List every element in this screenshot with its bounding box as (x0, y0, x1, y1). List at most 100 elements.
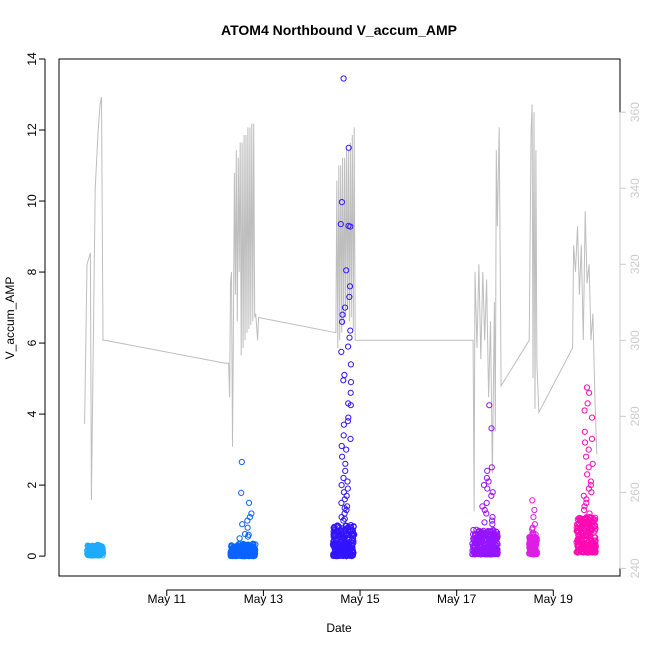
data-point (347, 389, 354, 396)
data-point (531, 539, 538, 546)
data-point (584, 529, 591, 536)
data-point (338, 199, 345, 206)
data-point (488, 425, 495, 432)
data-point (488, 464, 495, 471)
data-point (338, 543, 345, 550)
data-point (340, 75, 347, 82)
data-point (476, 543, 483, 551)
x-axis-label: Date (326, 621, 352, 635)
data-point (333, 543, 341, 550)
data-point (339, 311, 346, 318)
axes-layer: 0 2 4 6 8 10 12 14 May 11 May 13 May 15 May 17 May 1… (25, 52, 642, 606)
data-point (573, 521, 581, 528)
data-point (578, 537, 585, 545)
data-point (469, 540, 476, 547)
data-point (575, 527, 582, 534)
data-point (585, 464, 592, 471)
data-point (344, 478, 351, 485)
data-point (343, 506, 350, 514)
data-point (344, 485, 351, 492)
data-point (341, 496, 348, 503)
data-point (347, 379, 355, 386)
data-point (582, 517, 590, 524)
data-point (244, 517, 251, 524)
data-point (483, 499, 490, 506)
data-point (493, 543, 500, 550)
data-point (339, 552, 346, 560)
data-point (578, 546, 585, 553)
data-point (347, 402, 354, 409)
data-point (484, 485, 491, 492)
y2-tick-label: 260 (628, 482, 642, 502)
data-point (340, 489, 347, 496)
data-point (347, 522, 354, 529)
data-point (581, 439, 589, 446)
data-point (343, 522, 350, 529)
data-point (530, 514, 537, 521)
series-5 (526, 497, 540, 558)
data-point (349, 527, 356, 534)
chart-title: ATOM4 Northbound V_accum_AMP (221, 22, 457, 38)
data-point (583, 520, 590, 527)
secondary-series-line (84, 96, 598, 512)
data-point (575, 537, 582, 544)
series-6 (573, 384, 599, 556)
y-tick-label: 10 (25, 194, 39, 208)
data-point (238, 551, 246, 558)
data-point (581, 503, 588, 510)
data-point (586, 510, 593, 517)
data-point (236, 535, 243, 542)
data-point (583, 453, 590, 460)
data-point (342, 460, 349, 467)
data-point (529, 526, 536, 533)
data-point (588, 414, 596, 421)
data-point (346, 293, 353, 300)
data-point (488, 492, 495, 499)
data-point (338, 514, 345, 521)
data-point (529, 542, 536, 549)
data-point (238, 489, 245, 496)
secondary-series-layer (84, 96, 598, 512)
data-point (348, 531, 356, 538)
data-point (338, 499, 345, 506)
data-point (249, 552, 256, 559)
data-point (485, 531, 492, 539)
data-point (330, 543, 337, 550)
data-point (339, 547, 346, 554)
data-point (231, 552, 238, 560)
x-tick-label: May 11 (148, 592, 187, 606)
data-point (590, 515, 597, 522)
data-point (583, 499, 590, 506)
y-tick-label: 2 (25, 481, 39, 488)
y2-tick-label: 360 (628, 102, 642, 122)
data-point (583, 496, 590, 503)
data-point (588, 522, 595, 530)
y-tick-label: 4 (25, 410, 39, 417)
data-point (338, 442, 345, 450)
data-point (339, 540, 346, 547)
data-point (335, 529, 342, 536)
x-tick-label: May 19 (534, 592, 574, 606)
data-point (342, 467, 349, 474)
data-point (341, 526, 348, 533)
data-point (341, 515, 348, 522)
data-point (232, 546, 239, 553)
data-point (339, 318, 346, 325)
data-point (250, 544, 258, 551)
data-point (585, 538, 592, 546)
data-point (343, 532, 350, 539)
data-point (483, 510, 490, 517)
data-point (489, 517, 496, 524)
data-point (472, 535, 479, 542)
data-point (343, 267, 350, 274)
data-point (85, 542, 92, 549)
series-1 (84, 541, 107, 559)
data-point (581, 407, 588, 414)
data-point (338, 348, 345, 355)
data-point (343, 492, 350, 499)
x-tick-label: May 13 (244, 592, 284, 606)
data-point (584, 400, 591, 407)
data-point (585, 549, 592, 556)
data-point (244, 542, 251, 549)
y-tick-label: 8 (25, 268, 39, 275)
